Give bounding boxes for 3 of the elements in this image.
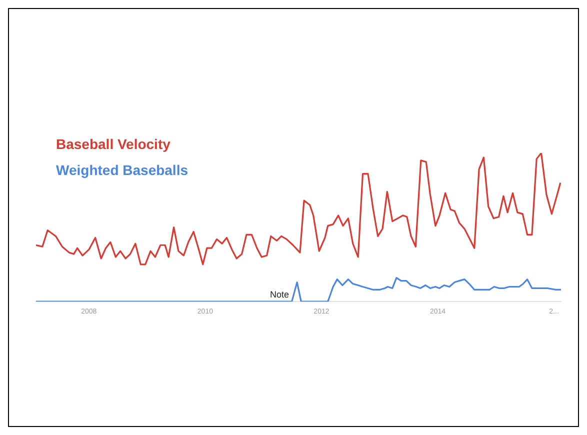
annotation: Note [270, 289, 290, 300]
text: Baseball Velocity [56, 136, 171, 152]
text: Weighted Baseballs [56, 162, 188, 178]
